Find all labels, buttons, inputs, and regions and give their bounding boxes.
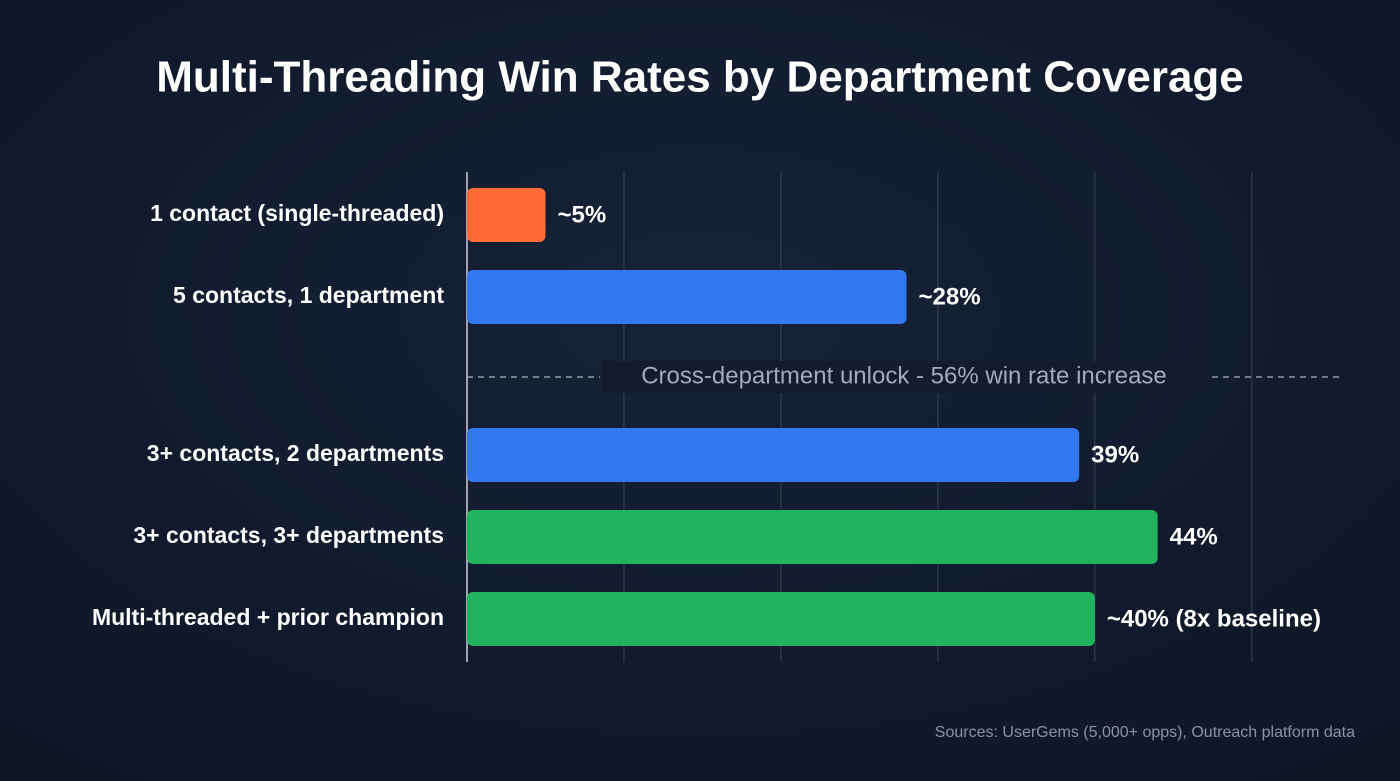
bar [467,592,1095,646]
bar [467,188,546,242]
value-label: ~5% [557,201,606,228]
value-label: ~28% [919,283,981,310]
value-label: 44% [1170,523,1218,550]
annotation-bg [602,361,1210,393]
category-label: 5 contacts, 1 department [173,282,444,308]
bar [467,270,907,324]
value-label: 39% [1091,441,1139,468]
source-note: Sources: UserGems (5,000+ opps), Outreac… [935,724,1355,741]
chart-title: Multi-Threading Win Rates by Department … [156,53,1244,102]
bar [467,428,1080,482]
bar [467,510,1158,564]
category-label: 1 contact (single-threaded) [150,200,444,226]
value-label: ~40% (8x baseline) [1107,605,1321,632]
category-label: Multi-threaded + prior champion [92,604,444,630]
category-label: 3+ contacts, 3+ departments [133,522,444,548]
annotation: Cross-department unlock - 56% win rate i… [641,362,1167,389]
category-label: 3+ contacts, 2 departments [147,440,444,466]
